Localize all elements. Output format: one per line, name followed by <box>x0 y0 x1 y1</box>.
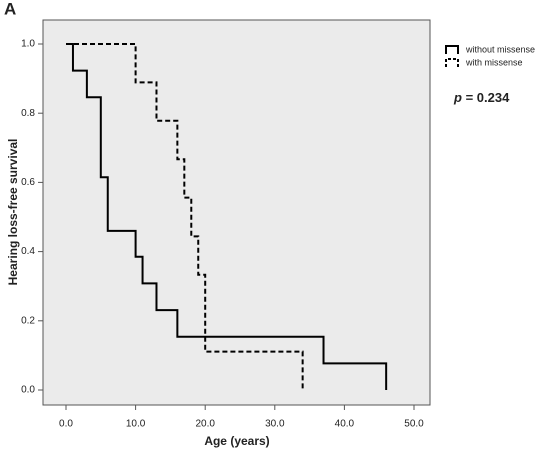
y-tick-label: 0.0 <box>21 385 35 396</box>
x-tick-label: 50.0 <box>404 419 424 430</box>
y-tick-label: 1.0 <box>21 39 35 50</box>
y-tick-label: 0.8 <box>21 108 35 119</box>
p-symbol: p <box>453 90 462 105</box>
legend-label: with missense <box>465 57 523 67</box>
plot-area <box>42 19 431 406</box>
x-tick-label: 20.0 <box>195 419 215 430</box>
legend-symbol <box>445 45 459 54</box>
x-tick-label: 30.0 <box>265 419 285 430</box>
panel-label: A <box>4 0 16 18</box>
legend-symbol <box>445 58 459 67</box>
survival-curve <box>66 43 388 390</box>
legend-label: without missense <box>465 44 535 54</box>
x-axis-title: Age (years) <box>204 434 269 448</box>
y-tick-label: 0.4 <box>21 246 35 257</box>
p-value: p = 0.234 <box>453 90 510 105</box>
survival-curve <box>66 43 304 390</box>
y-axis-title: Hearing loss-free survival <box>6 139 20 286</box>
y-tick-label: 0.6 <box>21 177 35 188</box>
x-tick-label: 0.0 <box>59 419 73 430</box>
x-tick-label: 10.0 <box>126 419 146 430</box>
x-tick-label: 40.0 <box>335 419 355 430</box>
y-tick-label: 0.2 <box>21 315 35 326</box>
p-text: = 0.234 <box>466 90 511 105</box>
